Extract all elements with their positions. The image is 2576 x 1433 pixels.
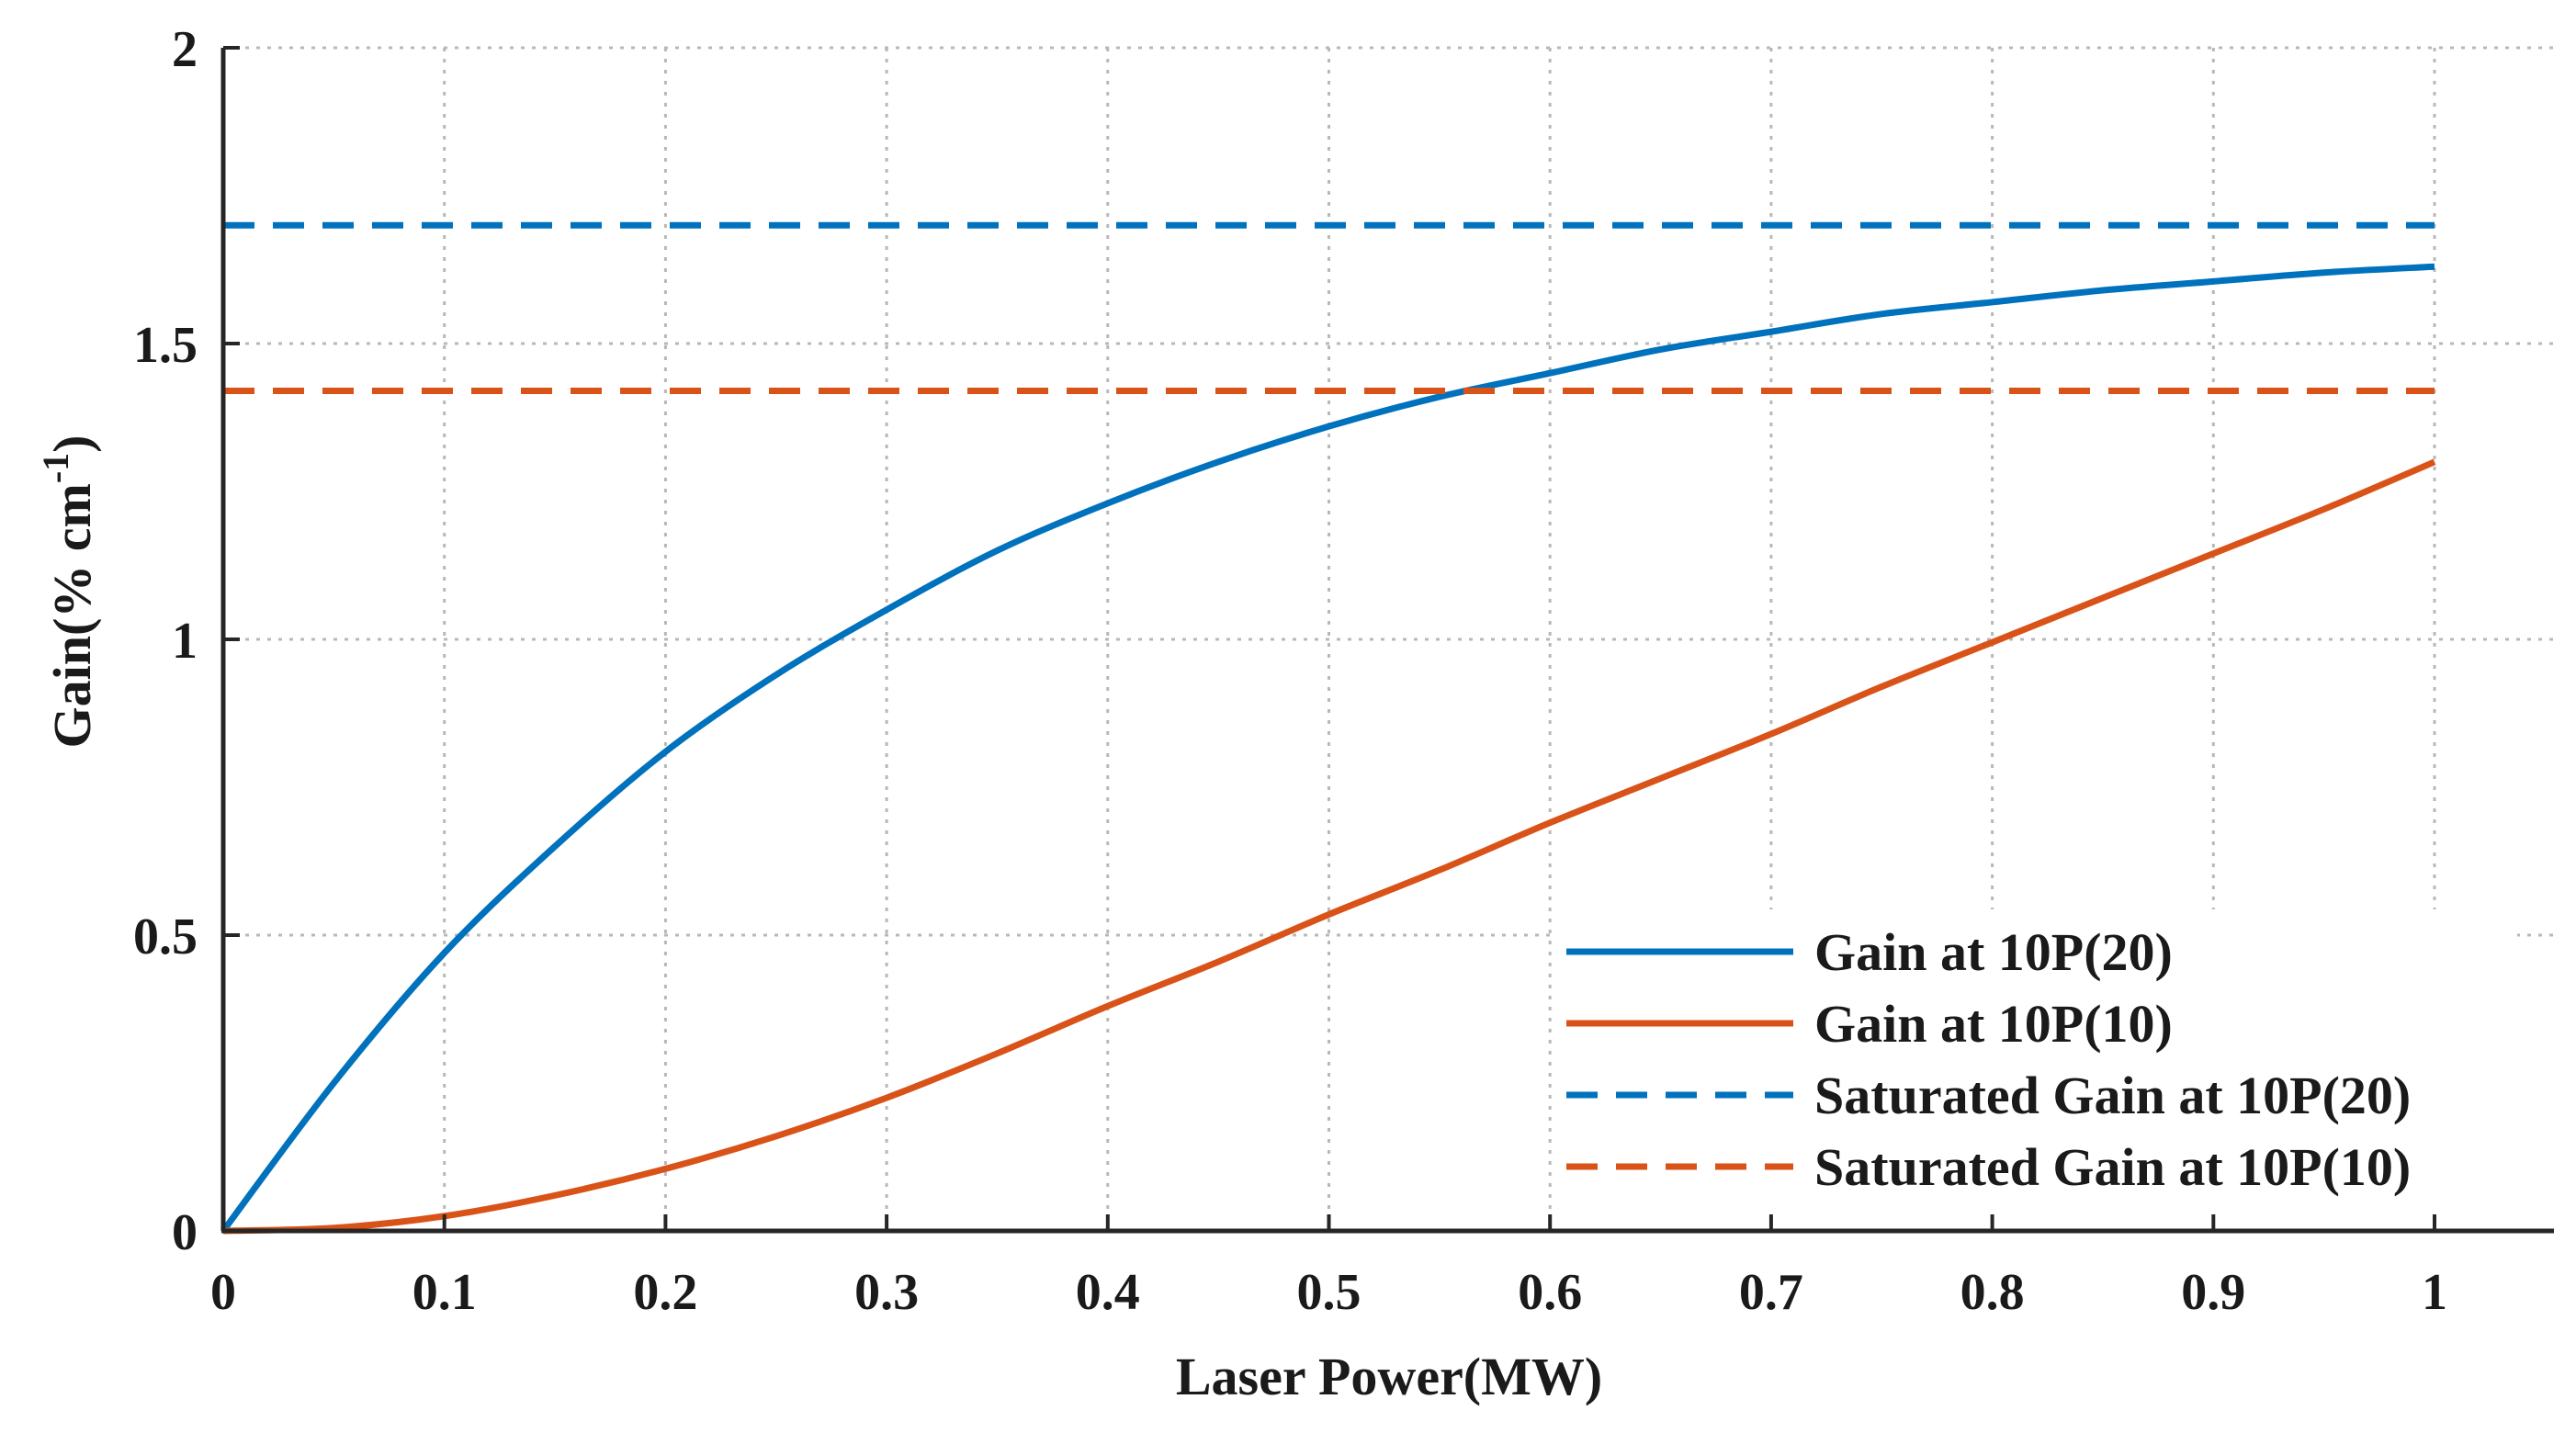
axes — [220, 46, 2554, 1234]
y-tick-label: 2 — [172, 21, 198, 78]
legend-background — [1553, 909, 2517, 1213]
x-tick-labels: 0 0.1 0.2 0.3 0.4 0.5 0.6 0.7 0.8 0.9 1 — [210, 1264, 2447, 1321]
x-axis-title: Laser Power(MW) — [1176, 1347, 1602, 1406]
legend-label-gain-10p10: Gain at 10P(10) — [1814, 994, 2173, 1054]
y-axis-title-superscript: -1 — [35, 453, 76, 483]
y-tick-label: 1 — [172, 613, 198, 670]
series-line-0 — [220, 263, 2435, 1234]
legend-label-gain-10p20: Gain at 10P(20) — [1814, 922, 2173, 982]
y-tick-label: 0.5 — [133, 908, 198, 965]
x-tick-label: 0.5 — [1297, 1264, 1361, 1321]
legend-entry-saturated-10p10: Saturated Gain at 10P(10) — [1566, 1137, 2411, 1197]
x-tick-label: 1 — [2422, 1264, 2447, 1321]
x-tick-label: 0.7 — [1739, 1264, 1803, 1321]
y-axis-title-close: ) — [42, 434, 102, 452]
y-tick-label: 1.5 — [133, 317, 198, 374]
legend-entry-gain-10p20: Gain at 10P(20) — [1566, 922, 2173, 982]
y-axis-title-main: Gain(% cm — [42, 483, 102, 748]
y-axis-title: Gain(% cm-1) — [35, 434, 102, 748]
x-tick-label: 0.4 — [1076, 1264, 1140, 1321]
legend-entry-gain-10p10: Gain at 10P(10) — [1566, 994, 2173, 1054]
x-tick-label: 0.6 — [1518, 1264, 1582, 1321]
x-tick-label: 0.3 — [854, 1264, 919, 1321]
x-tick-label: 0.1 — [412, 1264, 477, 1321]
legend-label-saturated-10p10: Saturated Gain at 10P(10) — [1814, 1137, 2411, 1197]
legend-label-saturated-10p20: Saturated Gain at 10P(20) — [1814, 1066, 2411, 1125]
legend-entry-saturated-10p20: Saturated Gain at 10P(20) — [1566, 1066, 2411, 1125]
series-line-1 — [222, 458, 2436, 1235]
x-tick-label: 0.2 — [633, 1264, 697, 1321]
x-tick-label: 0 — [210, 1264, 236, 1321]
x-tick-label: 0.8 — [1960, 1264, 2025, 1321]
y-tick-label: 0 — [172, 1204, 198, 1261]
legend: Gain at 10P(20) Gain at 10P(10) Saturate… — [1553, 909, 2517, 1213]
x-tick-label: 0.9 — [2181, 1264, 2245, 1321]
series-group — [220, 221, 2436, 1235]
y-tick-labels: 0 0.5 1 1.5 2 — [133, 21, 198, 1261]
